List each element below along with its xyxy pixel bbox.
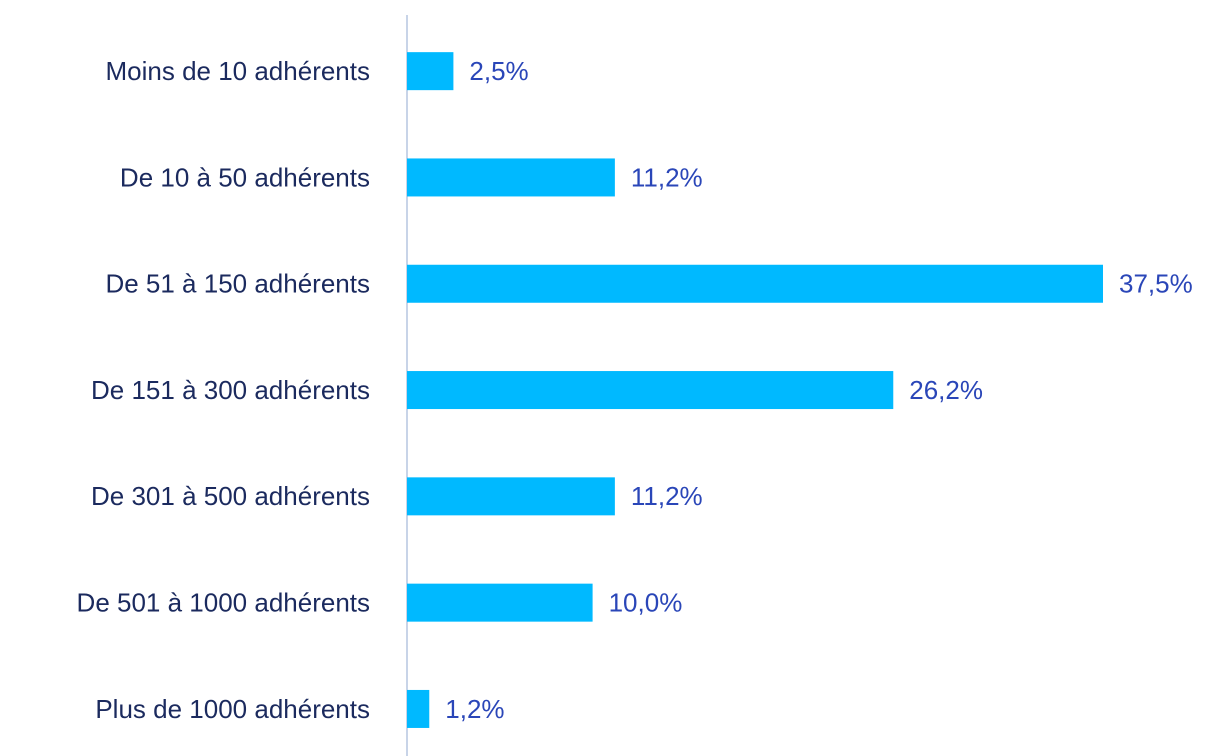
bar <box>407 264 1103 303</box>
bar <box>407 158 615 197</box>
y-tick-label: Moins de 10 adhérents <box>105 56 370 86</box>
y-tick-label: De 151 à 300 adhérents <box>91 375 370 405</box>
value-label: 11,2% <box>631 481 703 511</box>
y-tick-label: De 501 à 1000 adhérents <box>77 588 370 618</box>
bar <box>407 477 615 516</box>
bar <box>407 371 894 410</box>
bar <box>407 689 430 728</box>
value-label: 11,2% <box>631 162 703 192</box>
bar <box>407 52 454 91</box>
y-tick-label: De 301 à 500 adhérents <box>91 481 370 511</box>
y-tick-label: Plus de 1000 adhérents <box>95 694 370 724</box>
value-label: 10,0% <box>609 588 683 618</box>
y-tick-label: De 10 à 50 adhérents <box>120 162 370 192</box>
bar <box>407 583 593 622</box>
value-label: 26,2% <box>909 375 983 405</box>
value-label: 2,5% <box>469 56 528 86</box>
value-label: 37,5% <box>1119 269 1193 299</box>
value-label: 1,2% <box>445 694 504 724</box>
y-tick-label: De 51 à 150 adhérents <box>105 269 370 299</box>
